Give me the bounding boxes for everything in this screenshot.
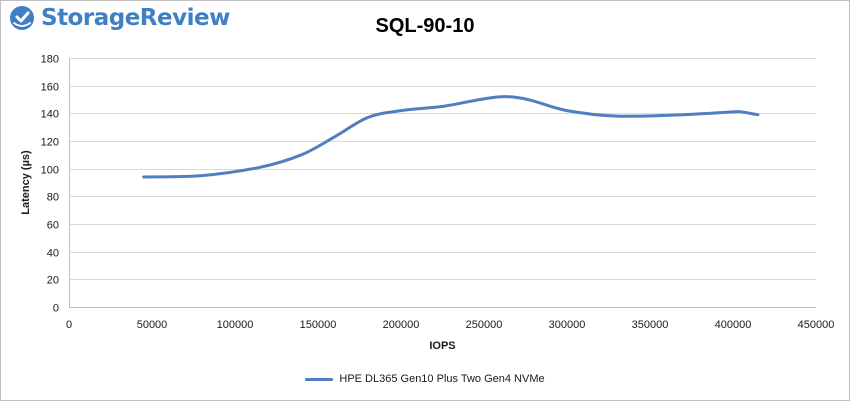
x-tick-label: 250000	[466, 319, 503, 331]
y-tick-label: 80	[47, 192, 59, 204]
x-tick-label: 0	[66, 319, 72, 331]
legend-label: HPE DL365 Gen10 Plus Two Gen4 NVMe	[339, 373, 545, 385]
y-tick-label: 40	[47, 248, 59, 260]
series-lines	[142, 95, 760, 179]
x-tick-label: 150000	[300, 319, 337, 331]
x-tick-label: 100000	[217, 319, 254, 331]
x-tick-label: 350000	[632, 319, 669, 331]
x-tick-label: 50000	[137, 319, 168, 331]
y-tick-label: 160	[41, 82, 59, 94]
y-axis-label: Latency (µs)	[20, 150, 32, 215]
chart-title: SQL-90-10	[375, 15, 475, 37]
tick-labels: 0 20 40 60 80 100 120 140 160 180 0 50000 100000 1500…	[41, 54, 835, 332]
y-tick-label: 100	[41, 165, 59, 177]
y-tick-label: 0	[53, 303, 59, 315]
x-axis-label: IOPS	[429, 340, 455, 352]
gridlines	[69, 58, 816, 280]
legend: HPE DL365 Gen10 Plus Two Gen4 NVMe	[1, 373, 849, 385]
y-tick-label: 140	[41, 109, 59, 121]
y-tick-label: 60	[47, 220, 59, 232]
y-tick-label: 20	[47, 275, 59, 287]
series-line	[142, 95, 760, 179]
storagereview-logo-icon	[10, 6, 34, 30]
brand-name: StorageReview	[41, 5, 230, 31]
x-tick-label: 400000	[715, 319, 752, 331]
axes	[69, 58, 816, 308]
x-tick-label: 450000	[798, 319, 835, 331]
x-tick-label: 300000	[549, 319, 586, 331]
y-tick-label: 120	[41, 137, 59, 149]
brand-logo: StorageReview	[9, 5, 230, 31]
y-tick-label: 180	[41, 54, 59, 66]
legend-swatch	[305, 377, 334, 381]
x-tick-label: 200000	[383, 319, 420, 331]
